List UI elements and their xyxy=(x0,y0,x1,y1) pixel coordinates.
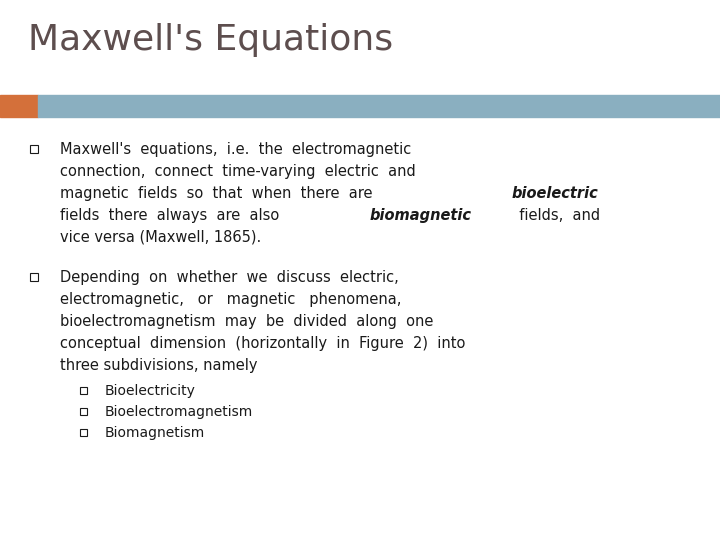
Text: vice versa (Maxwell, 1865).: vice versa (Maxwell, 1865). xyxy=(60,230,261,245)
Text: bioelectromagnetism  may  be  divided  along  one: bioelectromagnetism may be divided along… xyxy=(60,314,433,329)
Bar xyxy=(80,387,87,394)
Text: Maxwell's  equations,  i.e.  the  electromagnetic: Maxwell's equations, i.e. the electromag… xyxy=(60,142,411,157)
Bar xyxy=(30,273,38,281)
Text: Maxwell's Equations: Maxwell's Equations xyxy=(28,23,393,57)
Text: fields,  and: fields, and xyxy=(510,208,600,223)
Bar xyxy=(30,145,38,153)
Text: electromagnetic,   or   magnetic   phenomena,: electromagnetic, or magnetic phenomena, xyxy=(60,292,401,307)
Text: connection,  connect  time-varying  electric  and: connection, connect time-varying electri… xyxy=(60,164,415,179)
Bar xyxy=(80,408,87,415)
Text: conceptual  dimension  (horizontally  in  Figure  2)  into: conceptual dimension (horizontally in Fi… xyxy=(60,336,465,351)
Bar xyxy=(38,95,720,117)
Text: fields  there  always  are  also: fields there always are also xyxy=(60,208,289,223)
Text: Bioelectricity: Bioelectricity xyxy=(105,384,196,398)
Text: Biomagnetism: Biomagnetism xyxy=(105,426,205,440)
Text: Bioelectromagnetism: Bioelectromagnetism xyxy=(105,405,253,419)
Text: Depending  on  whether  we  discuss  electric,: Depending on whether we discuss electric… xyxy=(60,270,399,285)
Text: three subdivisions, namely: three subdivisions, namely xyxy=(60,358,258,373)
Text: biomagnetic: biomagnetic xyxy=(370,208,472,223)
Text: bioelectric: bioelectric xyxy=(512,186,599,201)
Bar xyxy=(80,429,87,435)
Text: magnetic  fields  so  that  when  there  are: magnetic fields so that when there are xyxy=(60,186,382,201)
Bar xyxy=(0,95,38,117)
